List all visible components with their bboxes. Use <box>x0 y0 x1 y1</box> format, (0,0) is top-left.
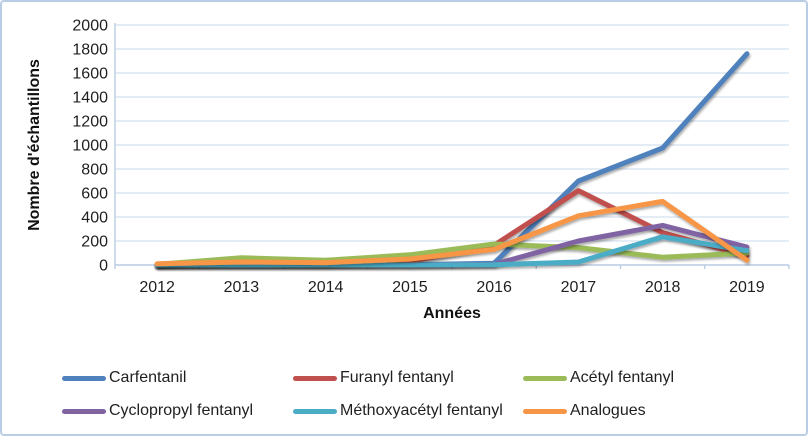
line-series-5 <box>154 198 750 267</box>
y-tick-label: 2000 <box>72 18 108 35</box>
x-tick-label: 2018 <box>645 279 681 296</box>
y-tick-label: 0 <box>99 258 108 275</box>
x-tick-label: 2015 <box>392 279 428 296</box>
y-tick-label: 1800 <box>72 42 108 59</box>
x-tick-label: 2014 <box>308 279 344 296</box>
x-tick-label: 2013 <box>224 279 260 296</box>
x-axis-title: Années <box>423 305 481 322</box>
x-tick-label: 2019 <box>729 279 765 296</box>
y-tick-label: 400 <box>81 210 108 227</box>
line-series-2 <box>154 241 750 267</box>
y-tick-label: 800 <box>81 162 108 179</box>
x-tick-label: 2016 <box>476 279 512 296</box>
y-tick-label: 200 <box>81 234 108 251</box>
y-tick-label: 1600 <box>72 66 108 83</box>
x-tick-label: 2012 <box>139 279 175 296</box>
line-series-0 <box>154 51 750 268</box>
y-tick-label: 1000 <box>72 138 108 155</box>
x-tick-label: 2017 <box>561 279 597 296</box>
y-tick-label: 600 <box>81 186 108 203</box>
y-tick-label: 1400 <box>72 90 108 107</box>
y-tick-label: 1200 <box>72 114 108 131</box>
y-axis-title: Nombre d'échantillons <box>26 59 43 231</box>
line-series-4 <box>154 234 750 268</box>
